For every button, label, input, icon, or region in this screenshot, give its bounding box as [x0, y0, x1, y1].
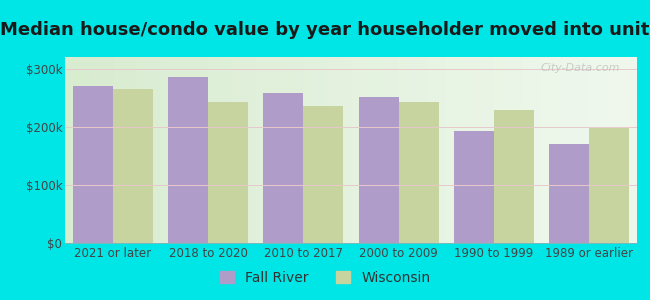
Bar — [208, 102, 248, 243]
Bar — [112, 89, 153, 243]
Bar — [454, 131, 494, 243]
Bar — [73, 86, 112, 243]
Text: Median house/condo value by year householder moved into unit: Median house/condo value by year househo… — [0, 21, 650, 39]
Bar — [359, 97, 398, 243]
Bar — [304, 106, 343, 243]
Bar — [398, 102, 439, 243]
Text: City-Data.com: City-Data.com — [540, 63, 620, 73]
Legend: Fall River, Wisconsin: Fall River, Wisconsin — [214, 265, 436, 290]
Bar — [263, 93, 304, 243]
Bar — [494, 110, 534, 243]
Bar — [168, 77, 208, 243]
Bar — [590, 128, 629, 243]
Bar — [549, 144, 590, 243]
